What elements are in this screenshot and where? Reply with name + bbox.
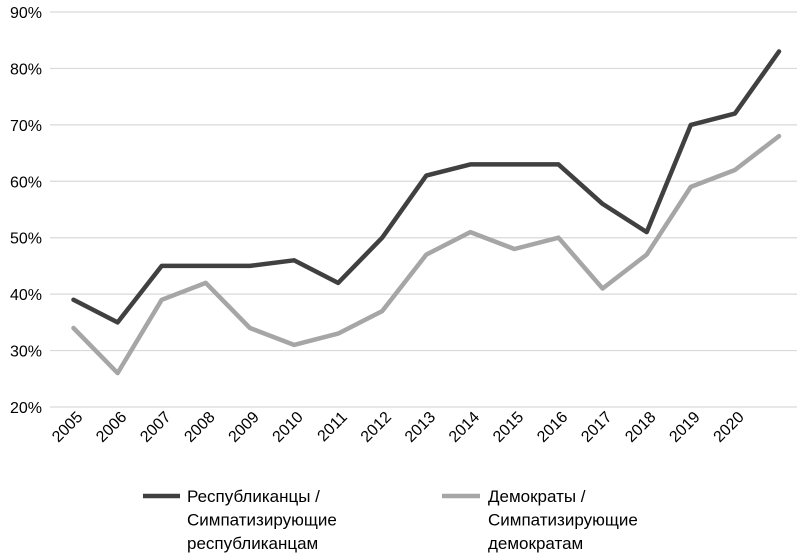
x-tick-label: 2010 xyxy=(270,409,307,446)
x-tick-label: 2007 xyxy=(137,409,174,446)
legend: Республиканцы / Симпатизирующие республика… xyxy=(143,487,638,553)
series-line-1 xyxy=(71,49,782,325)
series-line-2 xyxy=(71,133,782,376)
x-tick-label: 2020 xyxy=(711,409,748,446)
x-tick-label: 2013 xyxy=(402,409,439,446)
legend-label: демократам xyxy=(488,534,583,553)
gridlines xyxy=(50,11,797,408)
y-axis-ticks: 20% 30% 40% 50% 60% 70% 80% 90% xyxy=(10,5,42,417)
x-tick-label: 2006 xyxy=(93,409,130,446)
x-tick-label: 2016 xyxy=(534,409,571,446)
y-tick-label: 20% xyxy=(10,400,42,417)
x-tick-label: 2011 xyxy=(315,409,351,445)
y-tick-label: 90% xyxy=(10,5,42,22)
x-tick-label: 2018 xyxy=(622,409,659,446)
x-axis-ticks: 2005 2006 2007 2008 2009 2010 2011 2012 2013 2014… xyxy=(49,409,748,446)
legend-label: Симпатизирующие xyxy=(488,511,638,530)
x-tick-label: 2014 xyxy=(446,409,483,446)
y-tick-label: 50% xyxy=(10,231,42,248)
y-tick-label: 40% xyxy=(10,287,42,304)
x-tick-label: 2009 xyxy=(226,409,263,446)
x-tick-label: 2015 xyxy=(490,409,527,446)
legend-item-2: Демократы / Симпатизирующие демократам xyxy=(442,487,638,553)
x-tick-label: 2012 xyxy=(358,409,395,446)
x-tick-label: 2017 xyxy=(578,409,615,446)
legend-item-1: Республиканцы / Симпатизирующие республика… xyxy=(143,487,337,553)
y-tick-label: 60% xyxy=(10,174,42,191)
legend-label: Демократы / xyxy=(488,487,586,506)
y-tick-label: 30% xyxy=(10,344,42,361)
series-lines xyxy=(71,49,782,376)
legend-label: Республиканцы / xyxy=(187,487,320,506)
y-tick-label: 80% xyxy=(10,61,42,78)
x-tick-label: 2005 xyxy=(49,409,86,446)
legend-label: республиканцам xyxy=(187,534,318,553)
legend-label: Симпатизирующие xyxy=(187,511,337,530)
x-tick-label: 2008 xyxy=(181,409,218,446)
y-tick-label: 70% xyxy=(10,118,42,135)
x-tick-label: 2019 xyxy=(666,409,703,446)
